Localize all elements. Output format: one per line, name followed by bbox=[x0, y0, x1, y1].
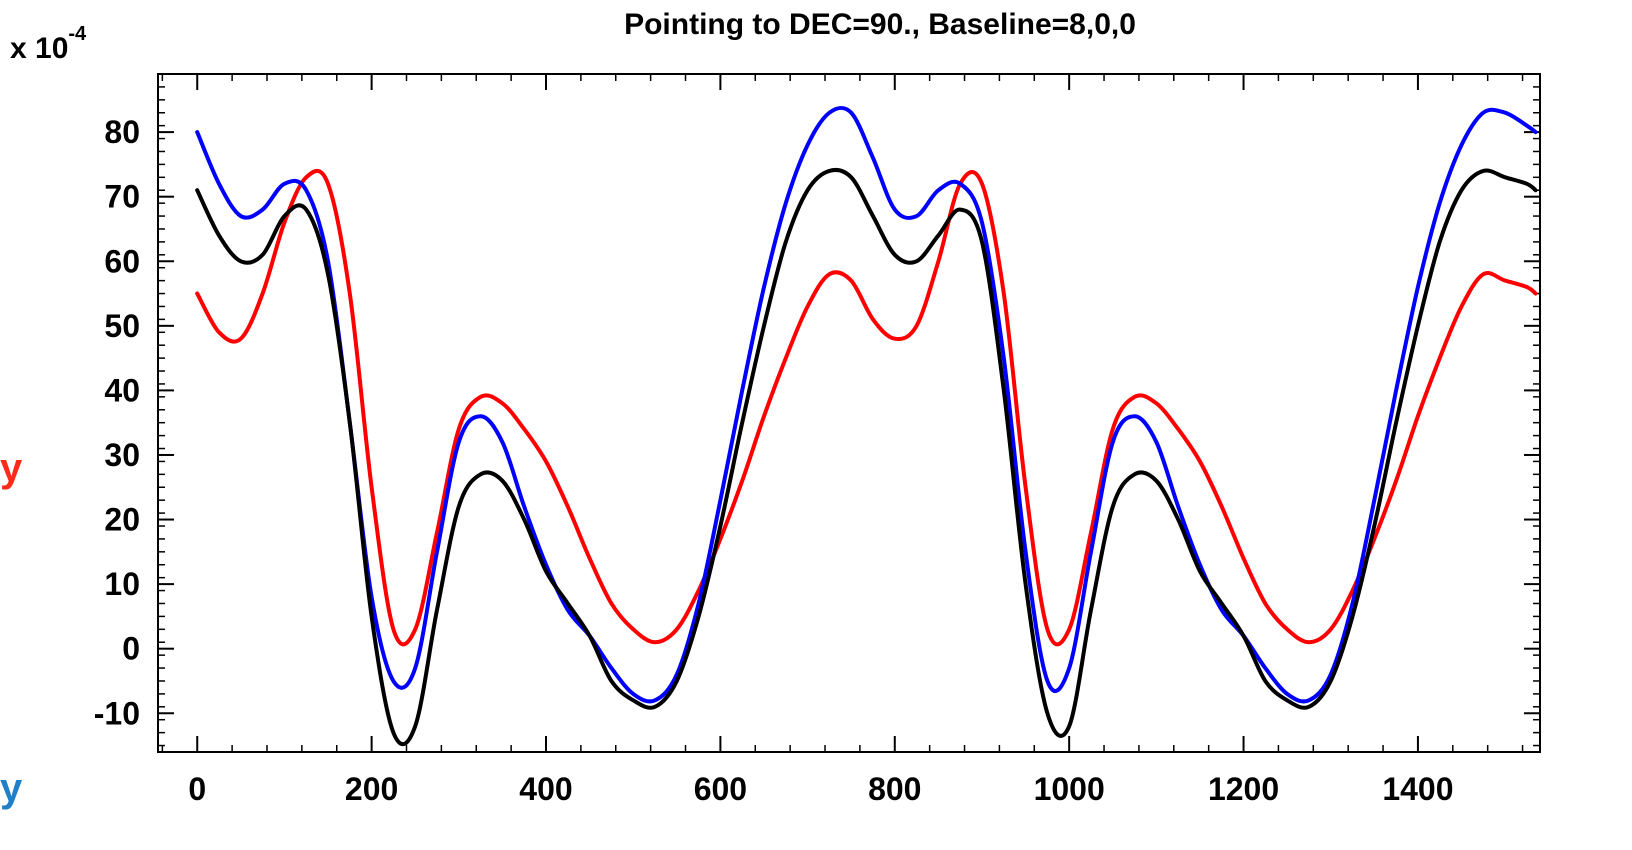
axes: 0 200 400 600 800 1000 1200 1400 -10 0 10 20 30 40 50 6… bbox=[94, 73, 1540, 807]
y-tick-label: 0 bbox=[122, 631, 140, 667]
series-lines bbox=[195, 105, 1538, 746]
x-tick-label: 1000 bbox=[1034, 771, 1105, 807]
y-scale-prefix: x 10 bbox=[10, 32, 68, 65]
y-scale-label: x 10-4 bbox=[10, 23, 87, 65]
plot-frame bbox=[157, 73, 1541, 753]
y-tick-label: 10 bbox=[104, 566, 140, 602]
x-tick-label: 200 bbox=[345, 771, 398, 807]
series-line-blue bbox=[195, 105, 1538, 704]
margin-label-red-y: y bbox=[0, 446, 23, 490]
x-tick-label: 0 bbox=[188, 771, 206, 807]
x-tick-label: 600 bbox=[694, 771, 747, 807]
x-tick-label: 400 bbox=[519, 771, 572, 807]
margin-label-blue-y: y bbox=[0, 766, 23, 810]
chart-title: Pointing to DEC=90., Baseline=8,0,0 bbox=[624, 8, 1136, 41]
y-tick-label: 20 bbox=[104, 502, 140, 538]
y-tick-label: 80 bbox=[104, 114, 140, 150]
y-scale-exponent: -4 bbox=[68, 23, 87, 45]
y-tick-label: -10 bbox=[94, 695, 140, 731]
x-tick-label: 1200 bbox=[1208, 771, 1279, 807]
series-line-red bbox=[195, 168, 1538, 647]
series-line-black bbox=[195, 167, 1538, 746]
y-tick-label: 40 bbox=[104, 372, 140, 408]
x-tick-label: 1400 bbox=[1382, 771, 1453, 807]
x-tick-label: 800 bbox=[868, 771, 921, 807]
y-tick-label: 50 bbox=[104, 308, 140, 344]
y-tick-label: 70 bbox=[104, 179, 140, 215]
y-tick-label: 30 bbox=[104, 437, 140, 473]
y-tick-label: 60 bbox=[104, 243, 140, 279]
